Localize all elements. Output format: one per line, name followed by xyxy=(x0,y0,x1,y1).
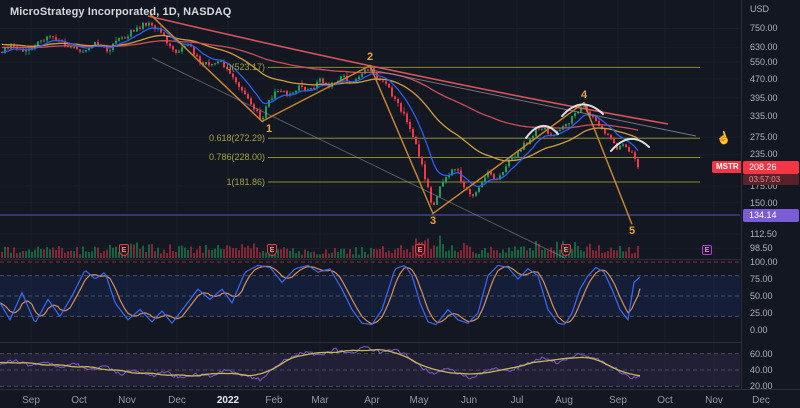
price-tick: 630.00 xyxy=(750,42,778,52)
symbol-title[interactable]: MicroStrategy Incorporated, 1D, NASDAQ xyxy=(10,6,232,18)
time-axis-label: Oct xyxy=(71,395,87,406)
earnings-icon[interactable]: E xyxy=(561,244,571,256)
price-axis[interactable]: USD 750.00 630.00 550.00 470.00 395.00 335.00 2… xyxy=(741,0,800,391)
time-axis-label: Jul xyxy=(510,395,524,406)
stoch-tick: 100.00 xyxy=(750,257,778,267)
earnings-icon[interactable]: E xyxy=(415,244,425,256)
price-tick: 112.50 xyxy=(750,229,777,239)
time-axis-label: Sep xyxy=(22,395,40,406)
price-tick: 750.00 xyxy=(750,23,778,33)
stoch-tick: 50.00 xyxy=(750,291,773,301)
level-price-badge: 134.14 xyxy=(743,209,799,222)
price-axis-currency: USD xyxy=(750,4,770,14)
time-axis-label: May xyxy=(409,395,429,406)
time-axis-label: Nov xyxy=(705,395,723,406)
earnings-icon[interactable]: E xyxy=(119,244,129,256)
time-axis-label: 2022 xyxy=(216,395,240,406)
price-tick: 175.00 xyxy=(750,181,778,191)
stoch-tick: 75.00 xyxy=(750,274,773,284)
price-tick: 335.00 xyxy=(750,111,778,121)
time-axis-label: Dec xyxy=(168,395,186,406)
time-axis-label: Nov xyxy=(118,395,136,406)
price-tick: 98.50 xyxy=(750,243,773,253)
stoch-tick: 25.00 xyxy=(750,308,773,318)
bar-countdown-badge: 03:57:03 xyxy=(743,174,799,185)
time-axis-label: Jun xyxy=(460,395,478,406)
price-tick: 395.00 xyxy=(750,93,778,103)
time-axis-label: Feb xyxy=(265,395,283,406)
time-axis-label: Oct xyxy=(657,395,673,406)
time-axis-label: Aug xyxy=(555,395,573,406)
price-tick: 235.00 xyxy=(750,149,778,159)
time-axis-label: Dec xyxy=(752,395,770,406)
osc-tick: 20.00 xyxy=(750,381,773,391)
time-axis[interactable]: Sep Oct Nov Dec 2022 Feb Mar Apr May Jun Jul Aug Sep… xyxy=(0,389,800,408)
time-axis-label: Sep xyxy=(609,395,627,406)
price-tick: 550.00 xyxy=(750,57,778,67)
stoch-tick: 0.00 xyxy=(750,325,768,335)
time-axis-label: Apr xyxy=(364,395,380,406)
price-tick: 150.00 xyxy=(750,198,778,208)
earnings-icon[interactable]: E xyxy=(702,245,712,255)
earnings-icon[interactable]: E xyxy=(267,244,277,256)
price-tick: 470.00 xyxy=(750,74,778,84)
price-tick: 275.00 xyxy=(750,132,778,142)
last-price-badge: 208.26 xyxy=(743,161,799,174)
time-axis-label: Mar xyxy=(311,395,329,406)
osc-tick: 60.00 xyxy=(750,349,773,359)
osc-tick: 40.00 xyxy=(750,365,773,375)
